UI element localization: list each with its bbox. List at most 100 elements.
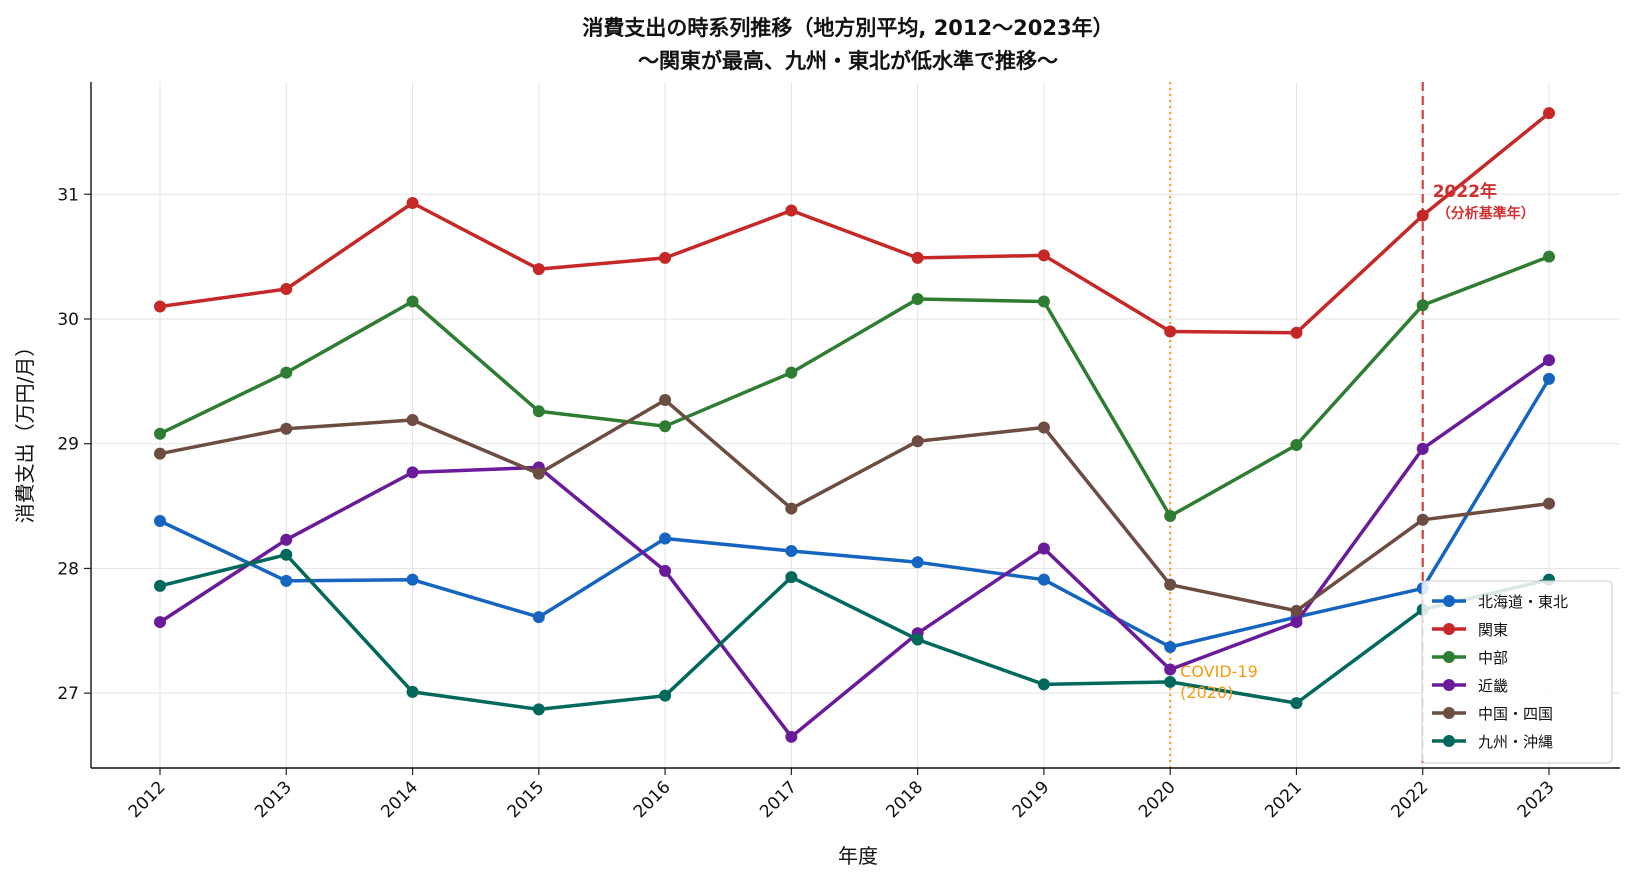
series-line <box>159 377 1551 649</box>
data-point <box>659 394 672 407</box>
legend-marker <box>1443 707 1455 719</box>
x-tick-label: 2015 <box>504 777 549 822</box>
data-point <box>532 611 545 624</box>
data-point <box>154 447 166 460</box>
data-point <box>532 405 545 418</box>
data-point <box>280 422 293 435</box>
annotation-labels: COVID-19 (2020) 2022年 （分析基準年） <box>1180 181 1535 702</box>
x-tick-label: 2023 <box>1514 777 1559 822</box>
data-point <box>406 295 419 308</box>
legend-item: 関東 <box>1478 621 1508 639</box>
data-point <box>785 502 798 515</box>
series-line <box>159 358 1551 739</box>
y-tick-label: 29 <box>57 435 79 455</box>
y-tick-labels: 27 28 29 30 31 <box>57 185 79 704</box>
data-point <box>659 564 672 577</box>
data-point <box>659 420 672 433</box>
data-point <box>280 283 293 296</box>
legend-item: 北海道・東北 <box>1478 593 1568 611</box>
data-point <box>1037 295 1050 308</box>
data-point <box>1037 542 1050 555</box>
data-point <box>406 573 419 586</box>
legend-marker <box>1443 623 1455 635</box>
data-point <box>532 703 545 716</box>
data-point <box>280 574 293 587</box>
annotation-label: （分析基準年） <box>1437 205 1535 222</box>
annotation-label: (2020) <box>1180 683 1233 702</box>
data-point <box>1290 616 1303 629</box>
x-tick-labels: 2012 2013 2014 2015 2016 2017 2018 2019 2020 2021… <box>125 777 1559 822</box>
data-point <box>659 251 672 264</box>
data-point <box>406 466 419 479</box>
data-point <box>406 685 419 698</box>
data-point <box>1543 354 1555 367</box>
legend-box <box>1421 580 1613 764</box>
data-point <box>785 544 798 557</box>
data-point <box>1164 641 1177 654</box>
data-point <box>1543 497 1555 510</box>
data-point <box>154 579 166 592</box>
data-point <box>1290 604 1303 617</box>
data-point <box>1543 250 1555 263</box>
data-point <box>1164 663 1177 676</box>
data-point <box>1290 326 1303 339</box>
x-tick-label: 2022 <box>1388 777 1433 822</box>
series-line <box>159 254 1550 518</box>
axes <box>84 82 1620 775</box>
legend-item: 中国・四国 <box>1478 705 1553 723</box>
annotation-lines <box>1169 82 1424 768</box>
legend-item: 九州・沖縄 <box>1478 733 1553 751</box>
data-point <box>1037 421 1050 434</box>
x-tick-label: 2018 <box>882 777 927 822</box>
chart-title: 消費支出の時系列推移（地方別平均, 2012〜2023年） <box>582 16 1113 40</box>
y-axis-label: 消費支出（万円/月） <box>13 337 37 524</box>
legend-marker <box>1443 595 1455 607</box>
x-tick-label: 2016 <box>630 777 675 822</box>
data-point <box>154 300 166 313</box>
annotation-label: COVID-19 <box>1180 662 1258 681</box>
x-tick-label: 2017 <box>756 777 801 822</box>
data-point <box>1037 249 1050 262</box>
y-tick-label: 31 <box>57 185 79 205</box>
legend-item: 中部 <box>1478 649 1508 667</box>
data-point <box>659 689 672 702</box>
x-axis-label: 年度 <box>838 844 878 868</box>
x-tick-label: 2012 <box>125 777 170 822</box>
data-point <box>1164 675 1177 688</box>
data-point <box>280 366 293 379</box>
data-point <box>532 263 545 276</box>
data-point <box>532 467 545 480</box>
data-point <box>1543 107 1555 120</box>
data-point <box>154 427 166 440</box>
data-point <box>659 532 672 545</box>
series-line <box>159 111 1551 335</box>
data-point <box>785 730 798 743</box>
data-point <box>280 533 293 546</box>
series-line <box>159 552 1550 712</box>
data-point <box>1416 209 1429 222</box>
legend-marker <box>1443 735 1455 747</box>
data-point <box>1037 678 1050 691</box>
chart-subtitle: 〜関東が最高、九州・東北が低水準で推移〜 <box>638 49 1058 73</box>
data-point <box>1416 299 1429 312</box>
data-point <box>1164 510 1177 523</box>
data-point <box>911 293 924 306</box>
x-tick-label: 2013 <box>251 777 296 822</box>
data-point <box>154 616 166 629</box>
data-point <box>1290 438 1303 451</box>
x-tick-label: 2020 <box>1135 777 1180 822</box>
data-point <box>1037 573 1050 586</box>
data-point <box>911 556 924 569</box>
x-tick-label: 2021 <box>1261 777 1306 822</box>
data-point <box>406 414 419 427</box>
legend-marker <box>1443 679 1455 691</box>
y-tick-label: 30 <box>57 310 79 330</box>
data-point <box>785 204 798 217</box>
data-point <box>406 196 419 209</box>
data-point <box>1164 325 1177 338</box>
legend-item: 近畿 <box>1478 677 1508 695</box>
series-group <box>154 107 1555 743</box>
legend-marker <box>1443 651 1455 663</box>
